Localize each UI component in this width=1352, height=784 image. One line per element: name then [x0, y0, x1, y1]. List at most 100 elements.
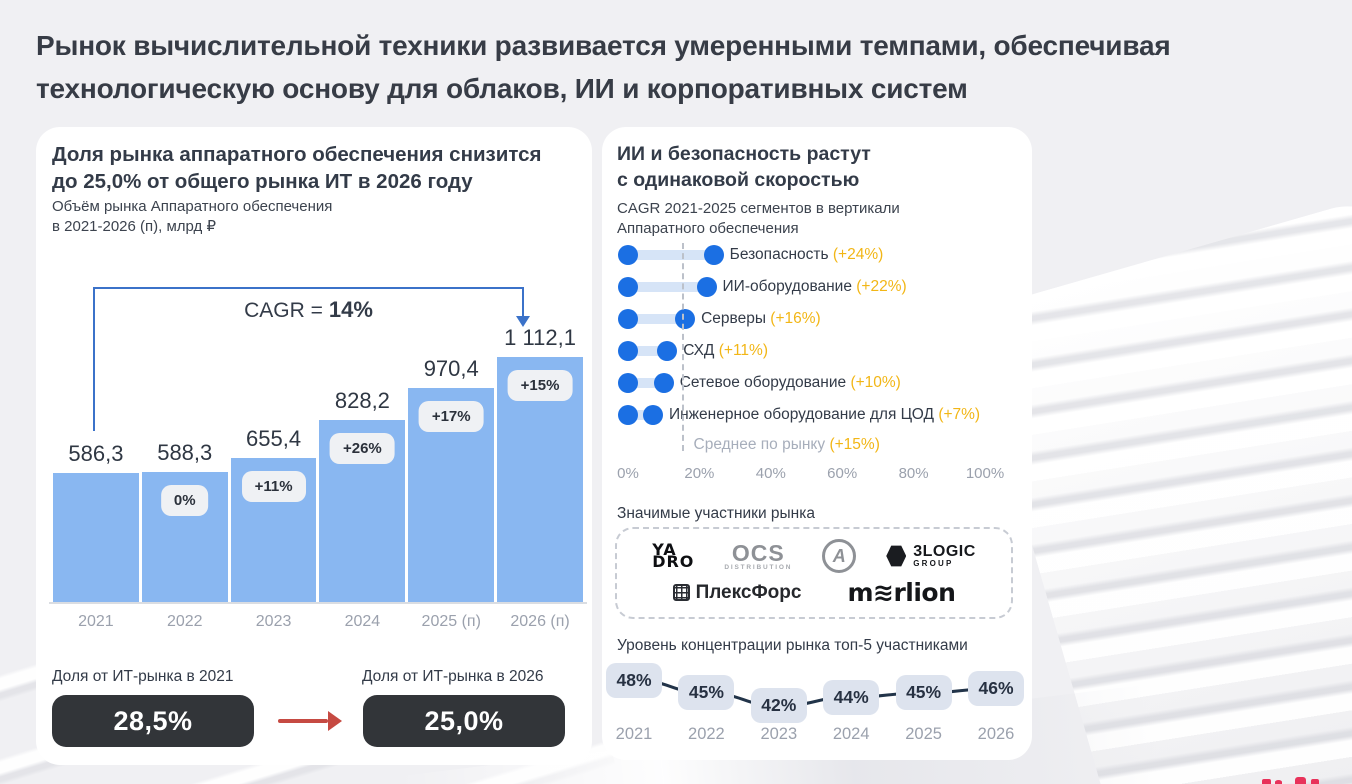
logo-yadro-line2: DRO — [652, 552, 695, 571]
year-label: 2021 — [78, 613, 114, 630]
dumbbell-band — [628, 346, 668, 356]
bar-value-label: 655,4 — [246, 426, 302, 451]
dumbbell-dot-start — [618, 373, 638, 393]
bar: +11% — [230, 458, 317, 602]
growth-badge: +15% — [507, 370, 573, 401]
segment-label: СХД (+11%) — [683, 342, 768, 359]
concentration-value-chip: 42% — [750, 688, 807, 724]
left-card-heading: Доля рынка аппаратного обеспечения снизи… — [52, 141, 541, 195]
slide-title-line1: Рынок вычислительной техники развивается… — [36, 30, 1171, 61]
cagr-arrow-down-icon — [516, 316, 530, 327]
cagr-bracket-top-line — [93, 287, 524, 289]
year-label: 2024 — [344, 613, 381, 630]
left-heading-line1: Доля рынка аппаратного обеспечения снизи… — [52, 143, 542, 166]
arrow-head — [328, 711, 342, 731]
growth-badge: +26% — [329, 433, 395, 464]
dumbbell-chart: Безопасность (+24%) ИИ-оборудование (+22%… — [615, 243, 1015, 493]
segment-label: Сетевое оборудование (+10%) — [679, 374, 901, 391]
left-subtitle-line1: Объём рынка Аппаратного обеспечения — [52, 198, 333, 215]
year-label: 2023 — [255, 613, 292, 630]
bar: +26% — [319, 420, 406, 602]
concentration-year-label: 2025 — [905, 725, 942, 743]
x-axis-tick: 100% — [965, 465, 1005, 482]
concentration-year-label: 2026 — [977, 725, 1015, 743]
bar-value-label: 828,2 — [334, 388, 390, 413]
bar-chart-year-labels: 2021 2022 2023 2024 2025 (п) 2026 (п) — [53, 613, 583, 631]
hexagon-icon — [886, 545, 907, 567]
bar-column: 586,3 — [53, 441, 139, 602]
right-subtitle-line1: CAGR 2021-2025 сегментов в вертикали — [617, 200, 900, 217]
bar: +17% — [408, 388, 495, 602]
x-axis-tick: 20% — [684, 465, 715, 482]
segments-card: ИИ и безопасность растут с одинаковой ск… — [602, 127, 1032, 760]
dumbbell-dot-end — [642, 405, 663, 425]
right-card-subtitle: CAGR 2021-2025 сегментов в вертикали Апп… — [617, 199, 900, 239]
average-dashed-line — [681, 243, 684, 451]
slide-title: Рынок вычислительной техники развивается… — [36, 24, 1352, 110]
bar-column: 970,4 +17% — [408, 356, 495, 602]
dumbbell-band — [628, 250, 714, 260]
participants-label: Значимые участники рынка — [617, 505, 815, 522]
year-label: 2025 (п) — [421, 613, 481, 630]
right-subtitle-line2: Аппаратного обеспечения — [617, 220, 799, 237]
bar-value-label: 1 112,1 — [504, 325, 576, 350]
dumbbell-band — [628, 282, 707, 292]
bar — [53, 473, 139, 602]
segment-label: Инженерное оборудование для ЦОД (+7%) — [668, 406, 981, 423]
bar-column: 588,3 0% — [141, 440, 228, 602]
concentration-year-label: 2021 — [615, 725, 653, 743]
growth-badge: +17% — [418, 401, 484, 432]
concentration-value-chip: 44% — [823, 679, 880, 715]
dumbbell-dot-start — [618, 245, 638, 265]
arrow-shaft — [278, 719, 328, 723]
concentration-year-label: 2024 — [832, 725, 870, 743]
logo-ocs: OCS DISTRIBUTION — [724, 539, 793, 571]
dumbbell-dot-start — [618, 405, 638, 425]
bar-column: 1 112,1 +15% — [497, 325, 583, 602]
concentration-label: Уровень концентрации рынка топ-5 участни… — [617, 637, 968, 654]
bar-value-label: 970,4 — [423, 356, 479, 381]
bar-column: 828,2 +26% — [319, 388, 406, 602]
concentration-line — [632, 678, 998, 708]
x-axis-tick: 40% — [755, 465, 786, 482]
year-label: 2026 (п) — [510, 613, 570, 630]
concentration-year-label: 2022 — [688, 725, 725, 743]
logo-row-1: YA DRO OCS DISTRIBUTION A 3LOGIC GROUP — [631, 539, 997, 573]
year-label: 2022 — [166, 613, 203, 630]
segment-label: Серверы (+16%) — [701, 310, 821, 327]
dumbbell-dot-end — [657, 341, 678, 361]
left-card-subtitle: Объём рынка Аппаратного обеспечения в 20… — [52, 197, 332, 236]
logo-3logic: 3LOGIC GROUP — [886, 544, 976, 568]
left-heading-line2: до 25,0% от общего рынка ИТ в 2026 году — [52, 170, 473, 193]
dumbbell-dot-end — [675, 309, 696, 329]
dumbbell-band — [628, 410, 653, 420]
logo-row-2: ПлексФорс m≋rlion — [631, 578, 997, 607]
logo-aquarius: A — [822, 539, 857, 573]
segment-label: Безопасность (+24%) — [729, 246, 884, 263]
cagr-label: CAGR = 14% — [93, 297, 524, 323]
x-axis-tick: 60% — [827, 465, 858, 482]
dumbbell-dot-start — [618, 341, 638, 361]
share-2021-label: Доля от ИТ-рынка в 2021 — [52, 668, 234, 685]
cagr-bracket-right-line — [522, 287, 524, 317]
average-label: Среднее по рынку (+15%) — [693, 436, 880, 453]
x-axis-tick: 0% — [617, 465, 639, 482]
bar-chart: 586,3 588,3 0% 655,4 +11% 828,2 +26% 970,4 +17% 1… — [53, 325, 583, 602]
dumbbell-dot-end — [653, 373, 674, 393]
dumbbell-band — [628, 314, 686, 324]
bar-chart-baseline — [49, 602, 587, 604]
right-heading-line2: с одинаковой скоростью — [617, 169, 860, 191]
logo-yadro-line1: YA — [652, 539, 677, 559]
dumbbell-dot-start — [618, 309, 638, 329]
participants-logos: YA DRO OCS DISTRIBUTION A 3LOGIC GROUP — [615, 527, 1013, 619]
logo-merlion: m≋rlion — [847, 578, 956, 607]
bar: +15% — [497, 357, 583, 602]
dumbbell-dot-end — [703, 245, 724, 265]
growth-badge: +11% — [241, 471, 306, 502]
cagr-value: 14% — [328, 297, 373, 322]
left-subtitle-line2: в 2021-2026 (п), млрд ₽ — [52, 217, 217, 235]
share-2021-chip: 28,5% — [52, 695, 254, 747]
concentration-value-chip: 46% — [968, 671, 1024, 707]
hardware-market-card: Доля рынка аппаратного обеспечения снизи… — [36, 127, 592, 765]
arrow-right-icon — [276, 707, 342, 735]
